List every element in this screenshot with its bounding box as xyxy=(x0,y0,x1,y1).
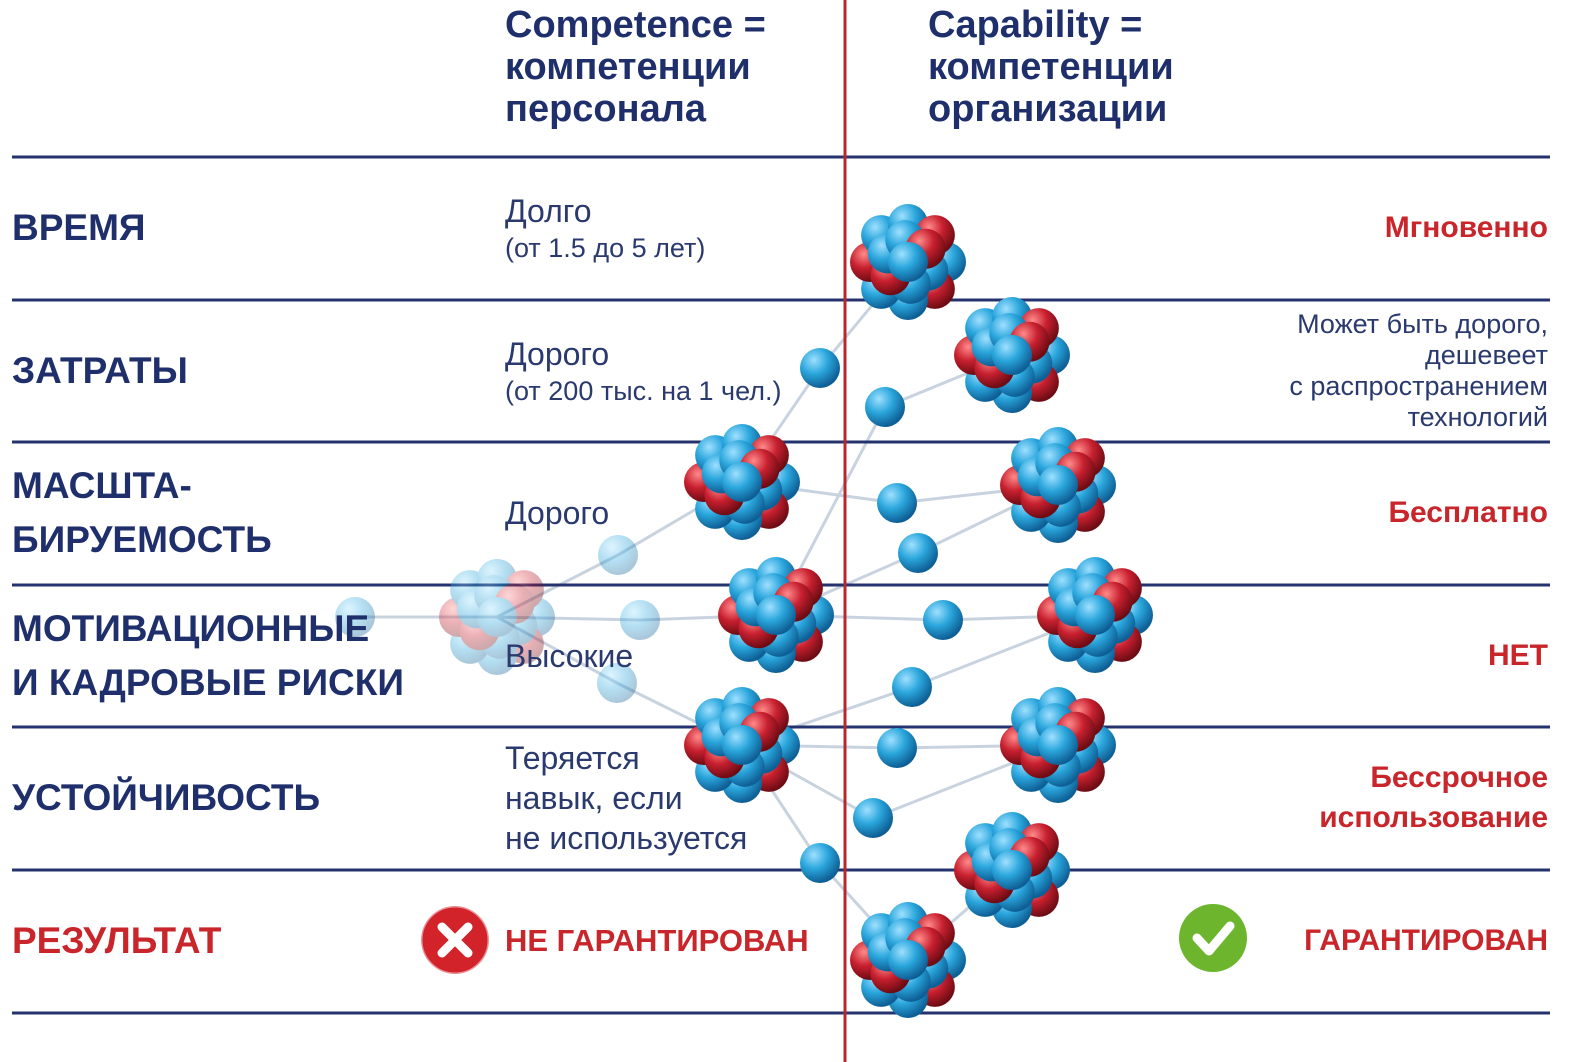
atom xyxy=(597,663,637,703)
competence-cell: Теряется навык, если не используется xyxy=(505,727,747,869)
competence-text: Дорого xyxy=(505,335,610,372)
molecule xyxy=(439,559,555,675)
atom xyxy=(800,843,840,883)
atom xyxy=(1075,595,1115,635)
atom xyxy=(477,597,517,637)
row-label: МАСШТА- БИРУЕМОСТЬ xyxy=(12,465,272,561)
atom xyxy=(853,798,893,838)
atom xyxy=(335,597,375,637)
capability-text: Мгновенно xyxy=(1384,211,1548,244)
molecule xyxy=(954,812,1070,928)
competence-text: Долго xyxy=(505,193,592,229)
table-row: УСТОЙЧИВОСТЬ Теряется навык, если не испо… xyxy=(0,727,1591,869)
competence-note: (от 1.5 до 5 лет) xyxy=(505,233,706,263)
atom xyxy=(722,462,762,502)
atom xyxy=(800,348,840,388)
atom xyxy=(888,242,928,282)
capability-text: НЕТ xyxy=(1488,638,1548,672)
atom xyxy=(620,600,660,640)
result-left: НЕ ГАРАНТИРОВАН xyxy=(505,923,809,958)
molecule xyxy=(850,204,966,320)
row-label: МОТИВАЦИОННЫЕ И КАДРОВЫЕ РИСКИ xyxy=(12,607,404,703)
atom xyxy=(1038,725,1078,765)
competence-cell: Долго (от 1.5 до 5 лет) xyxy=(505,157,705,299)
molecule xyxy=(1000,687,1116,803)
molecule xyxy=(850,902,966,1018)
molecule xyxy=(1037,557,1153,673)
atom xyxy=(888,940,928,980)
atom xyxy=(1038,465,1078,505)
molecule xyxy=(684,687,800,803)
atom xyxy=(598,535,638,575)
competence-text: Высокие xyxy=(505,637,634,674)
atom xyxy=(865,387,905,427)
result-right: ГАРАНТИРОВАН xyxy=(1304,924,1548,957)
row-label: ВРЕМЯ xyxy=(12,207,146,248)
atom xyxy=(892,667,932,707)
competence-text: Дорого xyxy=(505,495,610,532)
competence-cell: Дорого xyxy=(505,442,609,584)
row-label: УСТОЙЧИВОСТЬ xyxy=(12,777,321,819)
success-icon xyxy=(1179,904,1247,972)
atom xyxy=(877,728,917,768)
competence-text: Теряется навык, если не используется xyxy=(505,740,748,857)
table-row: ЗАТРАТЫ Дорого (от 200 тыс. на 1 чел.) Може… xyxy=(0,300,1591,442)
molecule xyxy=(684,424,800,540)
competence-cell: Высокие xyxy=(505,585,633,727)
capability-text: Бессрочное использование xyxy=(1319,761,1548,835)
molecule xyxy=(718,557,834,673)
atom xyxy=(877,483,917,523)
molecule xyxy=(1000,427,1116,543)
header-left: Competence = компетенции персонала xyxy=(505,4,766,130)
table-row: МОТИВАЦИОННЫЕ И КАДРОВЫЕ РИСКИ Высокие НЕТ xyxy=(0,585,1591,727)
atom xyxy=(898,533,938,573)
atom xyxy=(923,600,963,640)
result-row: РЕЗУЛЬТАТ НЕ ГАРАНТИРОВАН ГАРАНТИРОВАН xyxy=(0,870,1591,1012)
atom xyxy=(722,725,762,765)
result-label: РЕЗУЛЬТАТ xyxy=(12,920,222,961)
capability-text: Может быть дорого, дешевеет с распростра… xyxy=(1289,308,1548,432)
atom xyxy=(756,595,796,635)
table-row: ВРЕМЯ Долго (от 1.5 до 5 лет) Мгновенно xyxy=(0,157,1591,299)
atom xyxy=(992,335,1032,375)
row-label: ЗАТРАТЫ xyxy=(12,349,188,391)
capability-text: Бесплатно xyxy=(1388,496,1548,530)
molecule xyxy=(954,297,1070,413)
atom xyxy=(992,850,1032,890)
fail-icon xyxy=(419,904,491,976)
competence-cell: Дорого (от 200 тыс. на 1 чел.) xyxy=(505,300,782,442)
competence-note: (от 200 тыс. на 1 чел.) xyxy=(505,375,782,406)
table-row: МАСШТА- БИРУЕМОСТЬ Дорого Бесплатно xyxy=(0,442,1591,584)
header-right: Capability = компетенции организации xyxy=(928,4,1174,130)
